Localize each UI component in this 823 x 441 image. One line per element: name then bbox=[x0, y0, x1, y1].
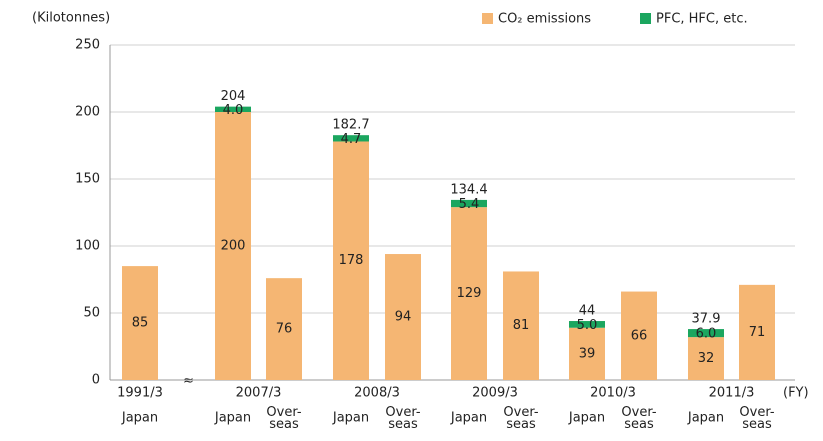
group-label: 2011/3 bbox=[709, 386, 755, 401]
group-label: 2010/3 bbox=[590, 386, 636, 401]
bar-segment bbox=[503, 271, 539, 380]
legend-label: PFC, HFC, etc. bbox=[656, 12, 748, 27]
x-tick-label: Over-seas bbox=[503, 405, 538, 432]
total-label: 134.4 bbox=[450, 182, 487, 197]
x-tick-label: Over-seas bbox=[739, 405, 774, 432]
y-tick-label: 0 bbox=[92, 373, 100, 388]
total-label: 204 bbox=[221, 89, 246, 104]
bar-segment bbox=[385, 254, 421, 380]
x-tick-label: Japan bbox=[450, 411, 487, 426]
y-tick-label: 150 bbox=[75, 172, 100, 187]
value-label: 5.4 bbox=[459, 197, 480, 212]
legend-swatch bbox=[482, 13, 493, 24]
x-tick-label: Japan bbox=[332, 411, 369, 426]
value-label: 6.0 bbox=[696, 327, 717, 342]
y-axis-label: (Kilotonnes) bbox=[32, 11, 110, 26]
bar-segment bbox=[266, 278, 302, 380]
bar-segment bbox=[688, 337, 724, 380]
group-label: 2008/3 bbox=[354, 386, 400, 401]
y-tick-label: 50 bbox=[83, 306, 100, 321]
value-label: 32 bbox=[698, 351, 715, 366]
bar-segment bbox=[451, 207, 487, 380]
value-label: 4.0 bbox=[223, 103, 244, 118]
bar-segment bbox=[215, 112, 251, 380]
bar-segment bbox=[739, 284, 775, 380]
group-label: 2007/3 bbox=[236, 386, 282, 401]
axis-break: ≈ bbox=[183, 374, 194, 389]
bar-segment bbox=[569, 327, 605, 380]
legend-label: CO₂ emissions bbox=[498, 12, 591, 27]
x-tick-label: Japan bbox=[214, 411, 251, 426]
total-label: 44 bbox=[579, 304, 596, 319]
value-label: 81 bbox=[513, 318, 530, 333]
value-label: 5.0 bbox=[577, 318, 598, 333]
x-tick-label: Japan bbox=[687, 411, 724, 426]
bar-segment bbox=[122, 266, 158, 380]
x-axis-label: (FY) bbox=[783, 386, 809, 401]
x-tick-label: Japan bbox=[121, 411, 158, 426]
value-label: 71 bbox=[749, 325, 766, 340]
value-label: 94 bbox=[395, 310, 412, 325]
bar-segment bbox=[569, 321, 605, 328]
total-label: 182.7 bbox=[332, 118, 369, 133]
legend-swatch bbox=[640, 13, 651, 24]
bar-segment bbox=[215, 106, 251, 112]
y-tick-label: 250 bbox=[75, 38, 100, 53]
total-label: 37.9 bbox=[692, 312, 721, 327]
value-label: 200 bbox=[221, 239, 246, 254]
x-tick-label: Japan bbox=[568, 411, 605, 426]
value-label: 39 bbox=[579, 346, 596, 361]
value-label: 76 bbox=[276, 322, 293, 337]
value-label: 66 bbox=[631, 328, 648, 343]
value-label: 129 bbox=[457, 286, 482, 301]
bar-segment bbox=[621, 291, 657, 380]
bar-segment bbox=[688, 329, 724, 338]
value-label: 4.7 bbox=[341, 132, 362, 147]
y-tick-label: 100 bbox=[75, 239, 100, 254]
group-label: 2009/3 bbox=[472, 386, 518, 401]
bar-segment bbox=[451, 199, 487, 208]
x-tick-label: Over-seas bbox=[385, 405, 420, 432]
x-tick-label: Over-seas bbox=[621, 405, 656, 432]
bar-segment bbox=[333, 141, 369, 380]
y-tick-label: 200 bbox=[75, 105, 100, 120]
value-label: 178 bbox=[339, 253, 364, 268]
bar-segment bbox=[333, 135, 369, 142]
value-label: 85 bbox=[132, 316, 149, 331]
group-label: 1991/3 bbox=[117, 386, 163, 401]
x-tick-label: Over-seas bbox=[266, 405, 301, 432]
